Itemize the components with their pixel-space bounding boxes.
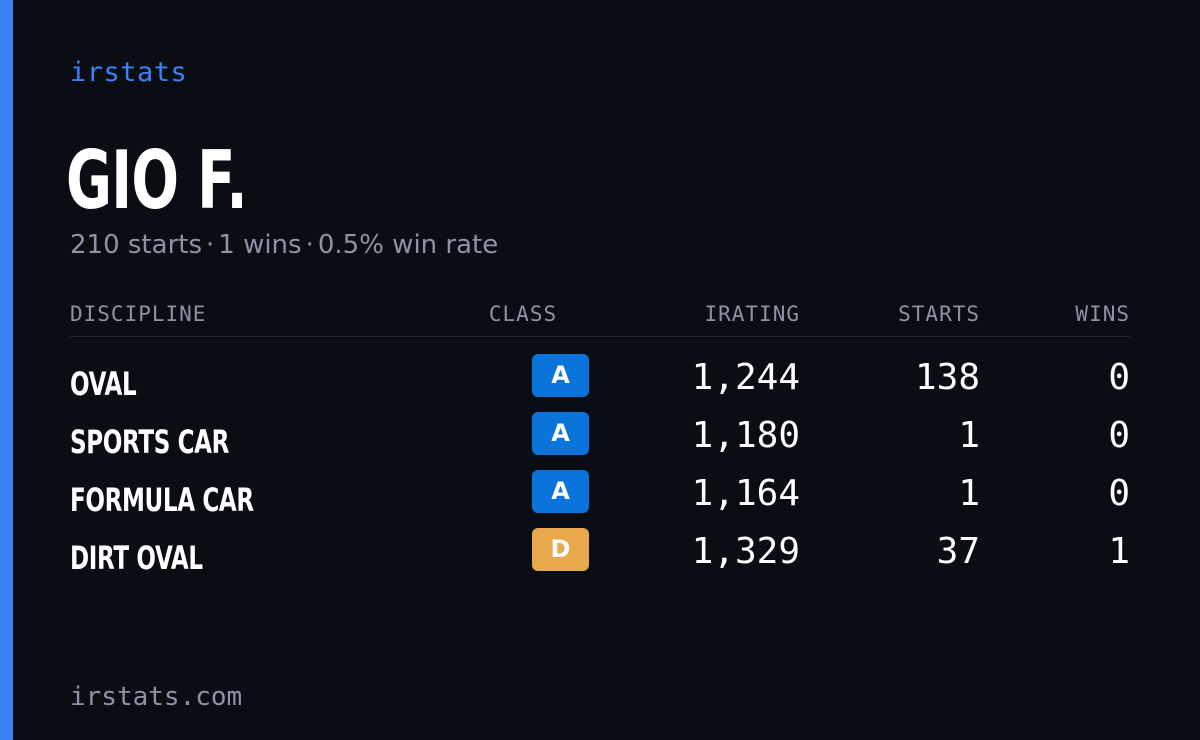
footer-url: irstats.com (70, 682, 243, 712)
class-badge: A (532, 354, 589, 397)
irating-value: 1,244 (691, 357, 800, 398)
starts-value: 1 (958, 473, 980, 514)
player-name: GIO F. (66, 134, 248, 227)
table-row: SPORTS CAR A 1,180 1 0 (70, 408, 1130, 466)
profile-summary: 210 starts · 1 wins · 0.5% win rate (70, 228, 498, 262)
summary-wins: 1 wins (218, 230, 302, 260)
table-row: FORMULA CAR A 1,164 1 0 (70, 466, 1130, 524)
accent-bar (0, 0, 13, 740)
table-row: DIRT OVAL D 1,329 37 1 (70, 524, 1130, 582)
starts-value: 1 (958, 415, 980, 456)
stats-table-body: OVAL A 1,244 138 0 SPORTS CAR A 1,180 1 … (70, 350, 1130, 582)
wins-value: 0 (1108, 473, 1130, 514)
irating-value: 1,180 (691, 415, 800, 456)
stats-table-header: DISCIPLINE CLASS IRATING STARTS WINS (70, 298, 1130, 337)
column-header-wins: WINS (1075, 302, 1130, 326)
irating-value: 1,329 (691, 531, 800, 572)
summary-separator: · (305, 230, 314, 260)
starts-value: 37 (936, 531, 980, 572)
summary-separator: · (206, 230, 215, 260)
wins-value: 0 (1108, 357, 1130, 398)
starts-value: 138 (914, 357, 980, 398)
wins-value: 0 (1108, 415, 1130, 456)
class-badge: A (532, 470, 589, 513)
column-header-class: CLASS (488, 302, 558, 326)
summary-starts: 210 starts (70, 230, 202, 260)
column-header-discipline: DISCIPLINE (70, 302, 207, 326)
class-badge: A (532, 412, 589, 455)
column-header-starts: STARTS (898, 302, 980, 326)
wins-value: 1 (1108, 531, 1130, 572)
irating-value: 1,164 (691, 473, 800, 514)
discipline-name: FORMULA CAR (70, 481, 254, 519)
discipline-name: OVAL (70, 365, 137, 403)
discipline-name: DIRT OVAL (70, 539, 203, 577)
table-row: OVAL A 1,244 138 0 (70, 350, 1130, 408)
column-header-irating: IRATING (704, 302, 800, 326)
brand-logo: irstats (70, 57, 188, 88)
summary-win-rate: 0.5% win rate (317, 230, 499, 260)
class-badge: D (532, 528, 589, 571)
discipline-name: SPORTS CAR (70, 423, 229, 461)
